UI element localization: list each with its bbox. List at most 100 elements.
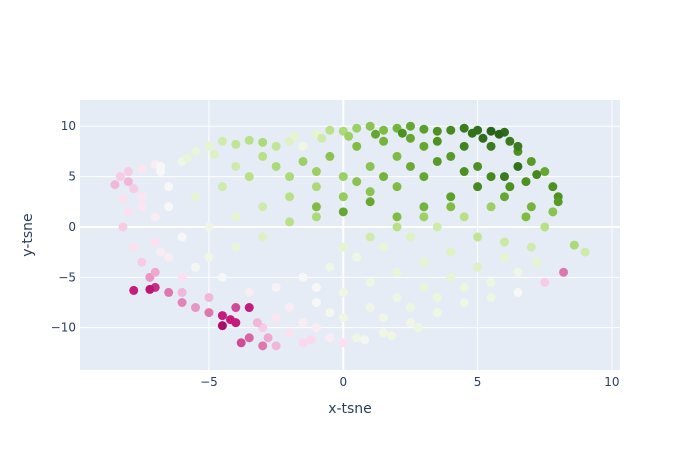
scatter-point <box>177 232 187 242</box>
scatter-point <box>298 338 308 348</box>
scatter-point <box>137 164 147 174</box>
scatter-point <box>311 323 321 333</box>
scatter-point <box>338 313 348 323</box>
scatter-point <box>526 202 536 212</box>
scatter-point <box>236 338 246 348</box>
scatter-point <box>191 146 201 156</box>
x-axis-title: x-tsne <box>328 401 372 417</box>
scatter-point <box>204 292 214 302</box>
scatter-point <box>145 284 155 294</box>
scatter-point <box>182 153 192 163</box>
scatter-point <box>204 141 214 151</box>
scatter-point <box>432 308 442 318</box>
scatter-point <box>258 202 268 212</box>
y-tick-label: 5 <box>68 170 76 184</box>
scatter-point <box>352 123 362 133</box>
scatter-point <box>486 277 496 287</box>
scatter-point <box>177 287 187 297</box>
scatter-point <box>271 282 281 292</box>
scatter-point <box>379 242 389 252</box>
scatter-point <box>459 298 469 307</box>
scatter-point <box>150 267 160 277</box>
y-axis-title: y-tsne <box>20 213 36 256</box>
scatter-point <box>338 242 348 252</box>
scatter-point <box>164 252 174 262</box>
scatter-point <box>486 126 496 136</box>
scatter-point <box>352 141 362 151</box>
scatter-point <box>271 141 281 151</box>
scatter-point <box>285 328 295 338</box>
scatter-point <box>306 335 316 345</box>
scatter-point <box>325 262 335 272</box>
scatter-point <box>446 192 456 202</box>
scatter-point <box>263 333 273 343</box>
scatter-point <box>352 252 362 262</box>
scatter-point <box>118 194 128 204</box>
scatter-point <box>156 247 166 257</box>
scatter-point <box>473 182 483 192</box>
scatter-point <box>150 212 160 222</box>
scatter-point <box>569 240 579 250</box>
scatter-point <box>231 303 241 313</box>
scatter-point <box>271 341 281 351</box>
scatter-point <box>553 197 563 207</box>
scatter-point <box>540 222 550 232</box>
scatter-point <box>513 267 523 277</box>
scatter-point <box>419 282 429 292</box>
scatter-point <box>392 222 402 232</box>
scatter-point <box>379 172 389 182</box>
scatter-point <box>499 192 509 202</box>
scatter-point <box>317 133 327 143</box>
scatter-point <box>432 156 442 166</box>
scatter-point <box>548 182 558 192</box>
scatter-point <box>258 341 268 351</box>
scatter-point <box>258 232 268 242</box>
scatter-point <box>225 315 235 325</box>
scatter-point <box>365 187 375 197</box>
scatter-point <box>446 202 456 212</box>
scatter-point <box>311 212 321 222</box>
scatter-point <box>325 333 335 343</box>
scatter-point <box>285 303 295 313</box>
scatter-point <box>231 161 241 171</box>
scatter-point <box>290 131 300 141</box>
scatter-point <box>478 133 488 143</box>
scatter-point <box>392 292 402 302</box>
x-tick-labels: −5 0 5 10 <box>200 375 619 389</box>
scatter-point <box>405 232 415 242</box>
scatter-point <box>392 182 402 192</box>
scatter-point <box>231 139 241 149</box>
scatter-point <box>123 207 133 217</box>
scatter-point <box>532 257 542 267</box>
scatter-point <box>217 182 227 192</box>
scatter-point <box>129 242 139 252</box>
scatter-point <box>123 177 133 187</box>
scatter-point <box>371 129 381 139</box>
scatter-point <box>494 129 504 139</box>
scatter-point <box>344 131 354 141</box>
scatter-point <box>419 257 429 267</box>
scatter-point <box>231 242 241 252</box>
scatter-point <box>115 172 125 182</box>
scatter-point <box>338 192 348 202</box>
scatter-point <box>164 287 174 297</box>
scatter-point <box>258 151 268 161</box>
scatter-point <box>365 277 375 287</box>
scatter-point <box>271 313 281 323</box>
y-tick-label: 10 <box>61 119 76 133</box>
scatter-point <box>432 136 442 146</box>
scatter-point <box>419 172 429 182</box>
plot-area <box>80 100 620 370</box>
scatter-point <box>432 126 442 136</box>
scatter-point <box>217 272 227 282</box>
scatter-point <box>325 308 335 318</box>
scatter-point <box>311 182 321 192</box>
scatter-point <box>271 161 281 171</box>
scatter-point <box>432 222 442 232</box>
scatter-point <box>548 207 558 217</box>
scatter-point <box>352 333 362 343</box>
scatter-point <box>285 217 295 227</box>
scatter-point <box>325 151 335 161</box>
scatter-point <box>164 202 174 212</box>
